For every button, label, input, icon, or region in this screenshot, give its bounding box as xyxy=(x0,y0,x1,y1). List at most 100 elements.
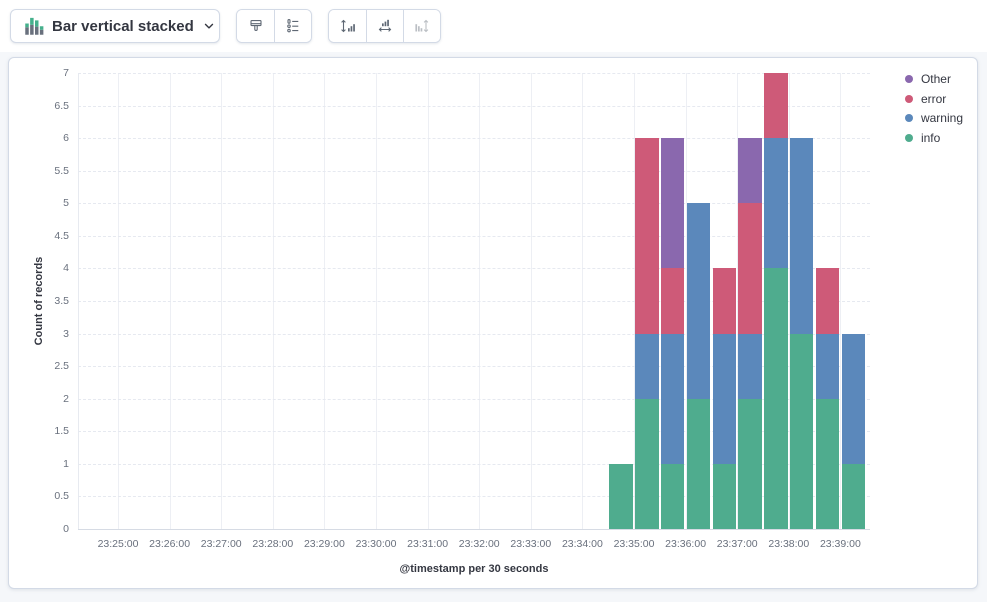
list-settings-icon xyxy=(285,18,301,34)
legend-dot xyxy=(904,75,913,83)
legend-label: info xyxy=(920,130,941,145)
legend-dot xyxy=(904,114,913,122)
y-tick-label: 0 xyxy=(63,523,69,535)
chart-type-dropdown[interactable]: Bar vertical stacked xyxy=(10,9,220,43)
chart-panel: Count of records 0 0.5 1 1.5 2 2.5 3 3.5 4 4.5 5 5.… xyxy=(8,57,978,589)
bottom-axis-button[interactable] xyxy=(366,10,403,42)
bar-segment-warning[interactable] xyxy=(686,203,711,399)
legend-label: warning xyxy=(920,111,963,125)
x-tick-label: 23:28:00 xyxy=(252,538,294,550)
bar-segment-warning[interactable] xyxy=(660,333,685,464)
legend-label: Other xyxy=(920,72,951,86)
chart-toolbar: Bar vertical stacked xyxy=(0,0,987,52)
grid-line-horizontal xyxy=(78,431,870,433)
x-tick-label: 23:31:00 xyxy=(407,538,449,550)
grid-line-horizontal xyxy=(78,463,870,465)
bar-segment-warning[interactable] xyxy=(712,333,737,464)
x-tick-label: 23:29:00 xyxy=(303,538,345,550)
bar-segment-Other[interactable] xyxy=(660,138,685,269)
x-tick-label: 23:32:00 xyxy=(458,538,500,550)
bar-segment-Other[interactable] xyxy=(738,138,762,204)
bar-vertical-stacked-icon xyxy=(24,16,44,36)
x-tick-label: 23:35:00 xyxy=(613,538,655,550)
y-tick-label: 2.5 xyxy=(54,360,69,373)
bar-segment-info[interactable] xyxy=(764,268,788,529)
y-tick-label: 5.5 xyxy=(54,164,69,177)
grid-line-horizontal xyxy=(78,138,870,140)
x-tick-label: 23:38:00 xyxy=(768,538,810,550)
left-axis-button[interactable] xyxy=(329,10,366,42)
y-tick-label: 2 xyxy=(63,392,69,405)
legend-settings-button[interactable] xyxy=(274,10,311,42)
bar-segment-warning[interactable] xyxy=(764,138,788,269)
x-axis-line xyxy=(78,529,870,530)
bar-segment-error[interactable] xyxy=(764,73,788,139)
grid-line-horizontal xyxy=(78,235,870,237)
chevron-down-icon xyxy=(202,19,216,33)
style-button-group xyxy=(236,9,312,43)
bar-segment-info[interactable] xyxy=(635,398,659,529)
bar-segment-error[interactable] xyxy=(815,268,840,334)
x-tick-label: 23:34:00 xyxy=(561,538,603,550)
bar-segment-warning[interactable] xyxy=(815,333,840,399)
x-tick-label: 23:30:00 xyxy=(355,538,397,550)
y-tick-label: 4.5 xyxy=(54,229,69,242)
x-tick-label: 23:25:00 xyxy=(97,538,139,550)
bar-segment-error[interactable] xyxy=(660,268,685,334)
grid-line-horizontal xyxy=(78,203,870,205)
grid-line-horizontal xyxy=(78,73,870,74)
grid-line-horizontal xyxy=(78,496,870,498)
axis-right-icon xyxy=(414,18,430,34)
x-tick-label: 23:33:00 xyxy=(510,538,552,550)
plot-area xyxy=(78,73,870,530)
x-tick-label: 23:36:00 xyxy=(665,538,707,550)
legend-item-Other[interactable]: Other xyxy=(904,72,963,86)
legend-dot xyxy=(904,133,913,142)
grid-line-horizontal xyxy=(78,268,870,270)
bar-segment-info[interactable] xyxy=(609,463,633,529)
grid-line-horizontal xyxy=(78,301,870,302)
y-tick-label: 7 xyxy=(63,67,69,79)
bar-segment-error[interactable] xyxy=(712,268,737,334)
x-tick-label: 23:27:00 xyxy=(200,538,242,550)
y-tick-label: 5 xyxy=(63,197,69,210)
bar-segment-error[interactable] xyxy=(635,138,659,334)
bar-segment-info[interactable] xyxy=(815,398,840,529)
y-tick-label: 6.5 xyxy=(54,99,69,112)
bar-segment-error[interactable] xyxy=(738,203,762,334)
legend-item-error[interactable]: error xyxy=(904,91,963,106)
bar-segment-info[interactable] xyxy=(841,463,866,529)
brush-icon xyxy=(248,18,264,34)
bar-segment-info[interactable] xyxy=(789,333,814,529)
legend-item-warning[interactable]: warning xyxy=(904,111,963,125)
x-tick-label: 23:37:00 xyxy=(716,538,758,550)
y-tick-label: 1 xyxy=(63,457,69,470)
grid-line-horizontal xyxy=(78,170,870,172)
x-axis-title: @timestamp per 30 seconds xyxy=(399,563,549,575)
bar-segment-warning[interactable] xyxy=(738,333,762,399)
bar-segment-warning[interactable] xyxy=(635,333,659,399)
axis-button-group xyxy=(328,9,441,43)
bar-segment-warning[interactable] xyxy=(789,138,814,334)
grid-line-horizontal xyxy=(78,366,870,368)
y-tick-label: 0.5 xyxy=(54,490,69,503)
right-axis-button xyxy=(403,10,440,42)
y-tick-label: 1.5 xyxy=(54,425,69,438)
legend-dot xyxy=(904,94,913,103)
bar-segment-info[interactable] xyxy=(660,463,685,529)
bar-segment-info[interactable] xyxy=(712,463,737,529)
bar-segment-info[interactable] xyxy=(738,398,762,529)
x-tick-label: 23:26:00 xyxy=(149,538,191,550)
y-tick-label: 4 xyxy=(63,262,69,275)
x-tick-label: 23:39:00 xyxy=(819,538,861,550)
legend-label: error xyxy=(920,91,947,106)
bar-segment-info[interactable] xyxy=(686,398,711,529)
x-axis-tick-labels: 23:25:00 23:26:00 23:27:00 23:28:00 23:29:00… xyxy=(78,538,870,552)
grid-line-horizontal xyxy=(78,105,870,107)
chart-legend: Other error warning info xyxy=(904,72,963,145)
visual-options-button[interactable] xyxy=(237,10,274,42)
y-tick-label: 3 xyxy=(63,327,69,340)
legend-item-info[interactable]: info xyxy=(904,130,963,145)
y-tick-label: 6 xyxy=(63,132,69,145)
bar-segment-warning[interactable] xyxy=(841,333,866,464)
